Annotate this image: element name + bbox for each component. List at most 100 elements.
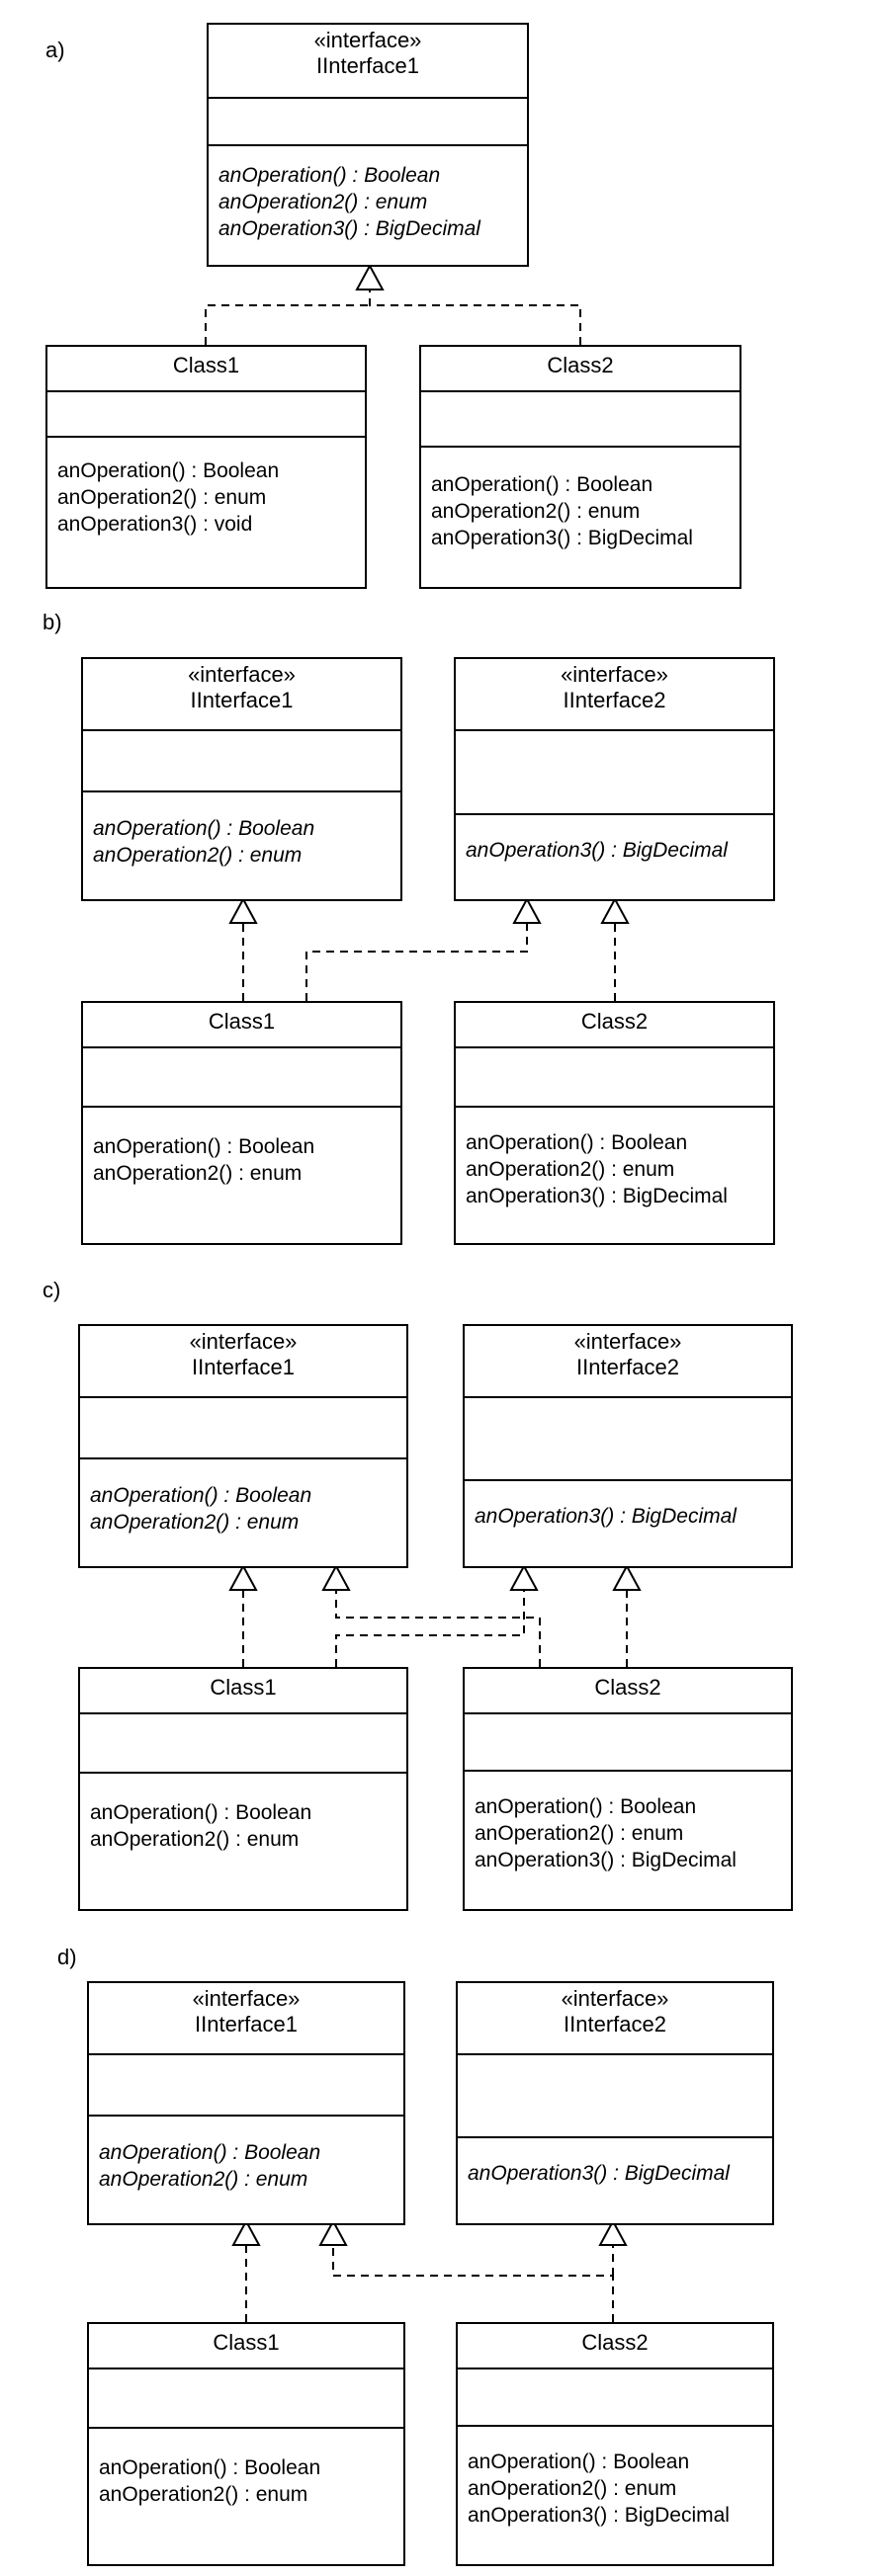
interface-box-iinterface2: «interface» IInterface2 anOperation3() :… [463,1324,793,1568]
realization-b-class1-iinterface2 [305,923,528,1001]
operation: anOperation() : Boolean [99,2456,321,2479]
class-name: Class2 [580,1009,649,1034]
name-compartment: Class2 [421,347,740,392]
realization-arrowhead [612,1563,642,1591]
name-compartment: Class2 [458,2324,772,2369]
operation: anOperation3() : BigDecimal [468,2162,730,2185]
attributes-compartment [456,729,773,815]
diagram-label-b: b) [43,610,62,634]
class-box-class2: Class2 anOperation() : Boolean anOperati… [419,345,741,589]
name-compartment: «interface» IInterface2 [456,659,773,731]
attributes-compartment [458,2368,772,2427]
class-box-class1: Class1 anOperation() : Boolean anOperati… [87,2322,405,2566]
attributes-compartment [89,2053,403,2117]
class-box-class2: Class2 anOperation() : Boolean anOperati… [454,1001,775,1245]
class-box-class1: Class1 anOperation() : Boolean anOperati… [45,345,367,589]
name-compartment: «interface» IInterface1 [80,1326,406,1398]
name-compartment: Class1 [83,1003,400,1048]
operation: anOperation() : Boolean [466,1131,688,1154]
operations-compartment: anOperation3() : BigDecimal [458,2136,772,2223]
class-box-class2: Class2 anOperation() : Boolean anOperati… [456,2322,774,2566]
realization-arrowhead [600,896,630,924]
stereotype: «interface» [313,28,422,52]
operation: anOperation() : Boolean [218,164,441,187]
operations-compartment: anOperation() : Boolean anOperation2() :… [421,446,740,587]
interface-box-iinterface2: «interface» IInterface2 anOperation3() :… [454,657,775,901]
class-name: Class1 [213,2330,280,2355]
diagram-label-d: d) [57,1945,77,1969]
attributes-compartment [47,390,365,438]
operations-compartment: anOperation() : Boolean anOperation2() :… [80,1772,406,1909]
interface-name: IInterface2 [576,1355,679,1379]
realization-arrowhead [228,896,258,924]
name-compartment: «interface» IInterface2 [465,1326,791,1398]
name-compartment: Class2 [465,1669,791,1714]
interface-name: IInterface2 [563,688,666,712]
class-name: Class2 [547,353,614,377]
operation: anOperation() : Boolean [93,817,315,840]
class-box-class1: Class1 anOperation() : Boolean anOperati… [81,1001,402,1245]
class-name: Class2 [594,1675,661,1700]
stereotype: «interface» [561,1986,669,2011]
operation: anOperation2() : enum [99,2168,308,2191]
attributes-compartment [80,1712,406,1774]
realization-a-class1-iinterface1 [205,304,370,345]
realization-arrowhead [598,2218,628,2246]
realization-arrowhead [228,1563,258,1591]
attributes-compartment [80,1396,406,1459]
name-compartment: Class1 [47,347,365,392]
interface-name: IInterface1 [190,688,294,712]
operation: anOperation3() : BigDecimal [475,1849,737,1871]
stereotype: «interface» [192,1986,301,2011]
operation: anOperation() : Boolean [90,1801,312,1824]
operations-compartment: anOperation() : Boolean anOperation2() :… [83,1106,400,1243]
operations-compartment: anOperation() : Boolean anOperation2() :… [458,2425,772,2564]
operation: anOperation2() : enum [218,191,428,213]
interface-name: IInterface1 [195,2012,298,2036]
operation: anOperation2() : enum [99,2483,308,2506]
attributes-compartment [83,1046,400,1108]
name-compartment: Class2 [456,1003,773,1048]
realization-c-class2-iinterface1 [335,1590,541,1667]
operation: anOperation2() : enum [468,2477,677,2500]
operation: anOperation() : Boolean [90,1484,312,1507]
operations-compartment: anOperation() : Boolean anOperation2() :… [456,1106,773,1243]
operation: anOperation() : Boolean [57,459,280,482]
attributes-compartment [83,729,400,792]
realization-c-class1-iinterface2 [335,1590,525,1667]
stereotype: «interface» [573,1329,682,1354]
realization-arrowhead [318,2218,348,2246]
realization-arrowhead [321,1563,351,1591]
realization-a-class2-iinterface1 [369,290,581,345]
operation: anOperation() : Boolean [431,473,653,496]
operation: anOperation() : Boolean [468,2451,690,2473]
interface-name: IInterface1 [192,1355,295,1379]
class-name: Class1 [208,1009,276,1034]
attributes-compartment [89,2368,403,2429]
operation: anOperation() : Boolean [93,1135,315,1158]
operation: anOperation2() : enum [57,486,267,509]
realization-arrowhead [231,2218,261,2246]
attributes-compartment [456,1046,773,1108]
name-compartment: «interface» IInterface1 [209,25,527,99]
name-compartment: «interface» IInterface1 [89,1983,403,2055]
operations-compartment: anOperation() : Boolean anOperation2() :… [80,1457,406,1566]
class-name: Class2 [581,2330,649,2355]
realization-arrowhead [512,896,542,924]
operation: anOperation3() : BigDecimal [475,1505,737,1528]
realization-d-class2-iinterface1 [332,2245,614,2322]
operation: anOperation3() : BigDecimal [466,1185,728,1207]
operation: anOperation3() : BigDecimal [431,527,693,549]
interface-box-iinterface1: «interface» IInterface1 anOperation() : … [87,1981,405,2225]
attributes-compartment [458,2053,772,2138]
operations-compartment: anOperation() : Boolean anOperation2() :… [83,790,400,899]
operation: anOperation() : Boolean [99,2141,321,2164]
interface-name: IInterface2 [564,2012,666,2036]
class-name: Class1 [172,353,240,377]
operation: anOperation3() : void [57,513,253,536]
attributes-compartment [465,1396,791,1481]
stereotype: «interface» [189,1329,298,1354]
attributes-compartment [421,390,740,448]
attributes-compartment [209,97,527,146]
